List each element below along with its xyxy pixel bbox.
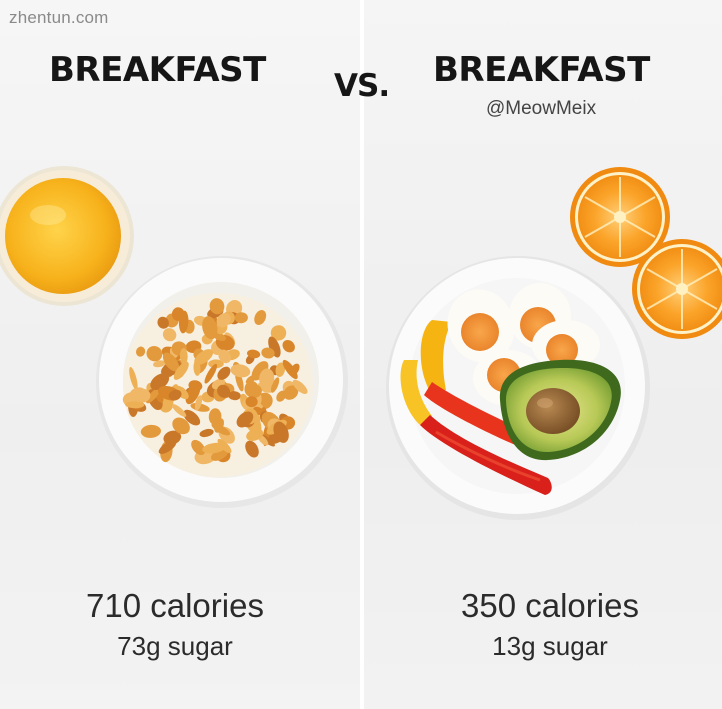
avocado-half [499, 359, 621, 461]
left-sugar: 73g sugar [117, 631, 233, 661]
cornflakes [122, 298, 308, 465]
left-title: BREAKFAST [49, 50, 266, 90]
author-handle: @MeowMeix [486, 98, 597, 119]
watermark-text: zhentun.com [9, 8, 109, 27]
panel-divider [360, 0, 364, 709]
right-sugar: 13g sugar [492, 631, 608, 661]
right-calories: 350 calories [461, 587, 639, 624]
right-title: BREAKFAST [433, 50, 650, 90]
orange-halves [570, 167, 722, 339]
juice-glass [0, 166, 134, 306]
left-calories: 710 calories [86, 587, 264, 624]
versus-label: VS. [334, 68, 390, 104]
